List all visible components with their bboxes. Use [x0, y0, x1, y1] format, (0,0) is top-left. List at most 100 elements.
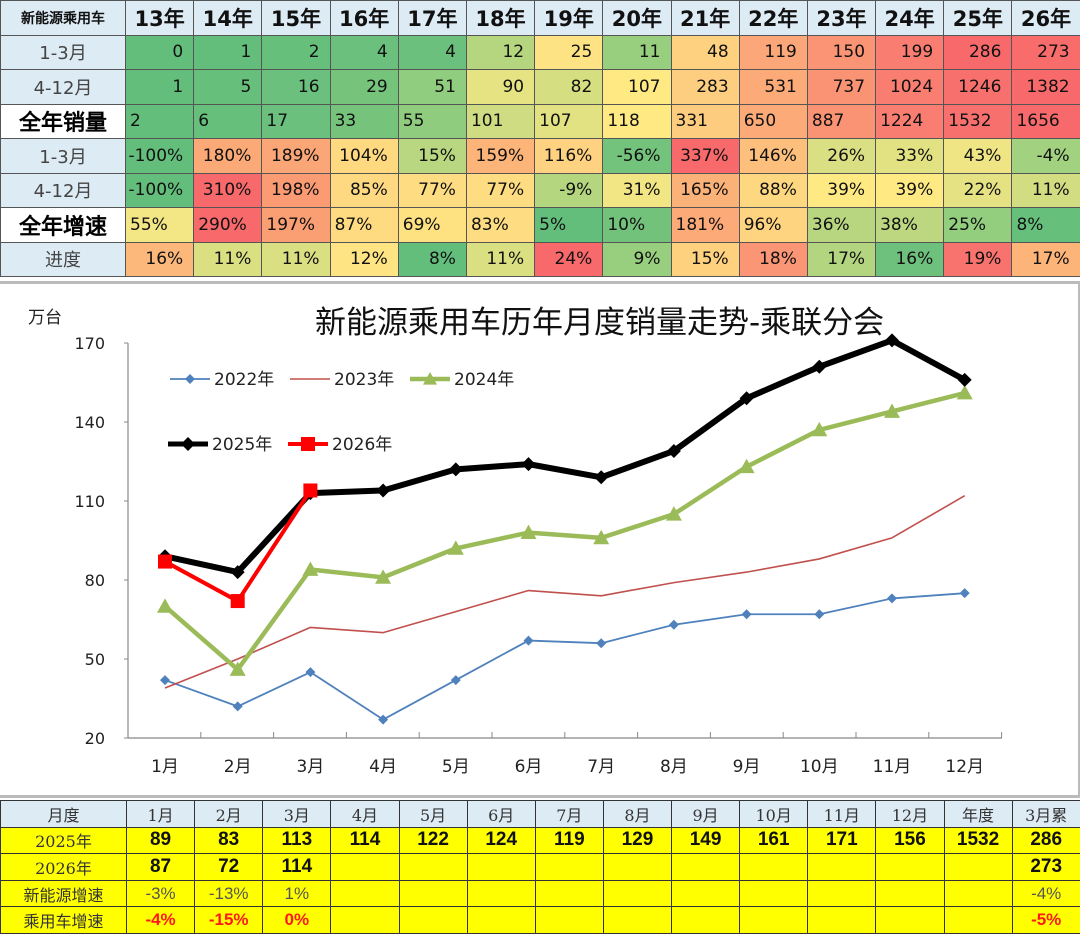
summary-cell: 29 — [330, 70, 398, 105]
monthly-cell: -5% — [1012, 907, 1080, 934]
summary-cell: 26% — [807, 139, 875, 174]
summary-cell: 107 — [535, 104, 603, 139]
monthly-cell — [535, 907, 603, 934]
summary-cell: 17% — [1012, 242, 1080, 277]
summary-cell: 150 — [807, 35, 875, 70]
monthly-cell: 149 — [672, 827, 740, 854]
monthly-row-label: 2026年 — [1, 854, 127, 881]
monthly-cell — [944, 854, 1012, 881]
monthly-cell: 119 — [535, 827, 603, 854]
year-header: 14年 — [194, 1, 262, 36]
summary-cell: 159% — [466, 139, 534, 174]
summary-cell: 2 — [126, 104, 194, 139]
summary-cell: 737 — [807, 70, 875, 105]
summary-row-label: 1-3月 — [1, 35, 126, 70]
summary-cell: 15% — [671, 242, 739, 277]
year-header: 15年 — [262, 1, 330, 36]
summary-cell: 39% — [876, 173, 944, 208]
summary-cell: 77% — [398, 173, 466, 208]
year-header: 20年 — [603, 1, 671, 36]
monthly-cell — [672, 907, 740, 934]
y-tick-label: 140 — [74, 413, 105, 432]
summary-cell: 12 — [466, 35, 534, 70]
legend-item: 2026年 — [288, 435, 392, 455]
year-header: 26年 — [1012, 1, 1080, 36]
summary-cell: 531 — [739, 70, 807, 105]
year-header: 21年 — [671, 1, 739, 36]
summary-cell: 0 — [126, 35, 194, 70]
x-tick-label: 3月 — [296, 757, 324, 777]
summary-cell: 51 — [398, 70, 466, 105]
chart-series — [157, 333, 973, 724]
year-header: 16年 — [330, 1, 398, 36]
summary-cell: 4 — [330, 35, 398, 70]
summary-cell: 310% — [194, 173, 262, 208]
summary-cell: 1246 — [944, 70, 1012, 105]
monthly-cell — [331, 854, 399, 881]
summary-cell: 38% — [876, 208, 944, 243]
summary-cell: 290% — [194, 208, 262, 243]
month-header: 1月 — [127, 801, 195, 828]
year-header: 13年 — [126, 1, 194, 36]
year-header: 25年 — [944, 1, 1012, 36]
summary-cell: 1 — [194, 35, 262, 70]
legend-item: 2022年 — [170, 370, 274, 390]
summary-cell: 887 — [807, 104, 875, 139]
summary-cell: 69% — [398, 208, 466, 243]
monthly-cell: 1% — [263, 880, 331, 907]
summary-cell: 5 — [194, 70, 262, 105]
summary-header-row: 新能源乘用车 13年 14年 15年 16年 17年 18年 19年 20年 2… — [1, 1, 1080, 36]
legend-item: 2024年 — [410, 370, 514, 390]
summary-cell: 25 — [535, 35, 603, 70]
legend-label: 2026年 — [332, 435, 392, 455]
summary-cell: 181% — [671, 208, 739, 243]
monthly-cell — [876, 907, 944, 934]
summary-cell: 33% — [876, 139, 944, 174]
monthly-cell: 286 — [1012, 827, 1080, 854]
monthly-cell: 171 — [808, 827, 876, 854]
summary-cell: -4% — [1012, 139, 1080, 174]
summary-row-label: 1-3月 — [1, 139, 126, 174]
summary-cell: 15% — [398, 139, 466, 174]
monthly-cell — [808, 880, 876, 907]
summary-cell: 118 — [603, 104, 671, 139]
summary-row-label: 4-12月 — [1, 173, 126, 208]
summary-corner-label: 新能源乘用车 — [1, 1, 126, 36]
summary-cell: 36% — [807, 208, 875, 243]
summary-cell: 6 — [194, 104, 262, 139]
monthly-cell — [603, 907, 671, 934]
summary-cell: 55% — [126, 208, 194, 243]
summary-cell: 18% — [739, 242, 807, 277]
year-header: 17年 — [398, 1, 466, 36]
summary-cell: 1 — [126, 70, 194, 105]
monthly-cell: 83 — [195, 827, 263, 854]
summary-cell: 197% — [262, 208, 330, 243]
x-tick-label: 12月 — [945, 757, 984, 777]
monthly-cell — [467, 907, 535, 934]
x-tick-label: 6月 — [515, 757, 543, 777]
month-header: 4月 — [331, 801, 399, 828]
month-header: 3月 — [263, 801, 331, 828]
summary-cell: 337% — [671, 139, 739, 174]
y-tick-label: 170 — [74, 334, 105, 353]
monthly-row: 乘用车增速-4%-15%0%-5% — [1, 907, 1080, 934]
x-tick-label: 8月 — [660, 757, 688, 777]
month-header: 12月 — [876, 801, 944, 828]
summary-cell: 88% — [739, 173, 807, 208]
series-line — [158, 333, 972, 579]
summary-cell: 1382 — [1012, 70, 1080, 105]
summary-cell: -9% — [535, 173, 603, 208]
monthly-cell — [808, 854, 876, 881]
summary-cell: -100% — [126, 173, 194, 208]
month-header: 10月 — [740, 801, 808, 828]
monthly-cell — [603, 880, 671, 907]
summary-row-label: 4-12月 — [1, 70, 126, 105]
summary-cell: 90 — [466, 70, 534, 105]
